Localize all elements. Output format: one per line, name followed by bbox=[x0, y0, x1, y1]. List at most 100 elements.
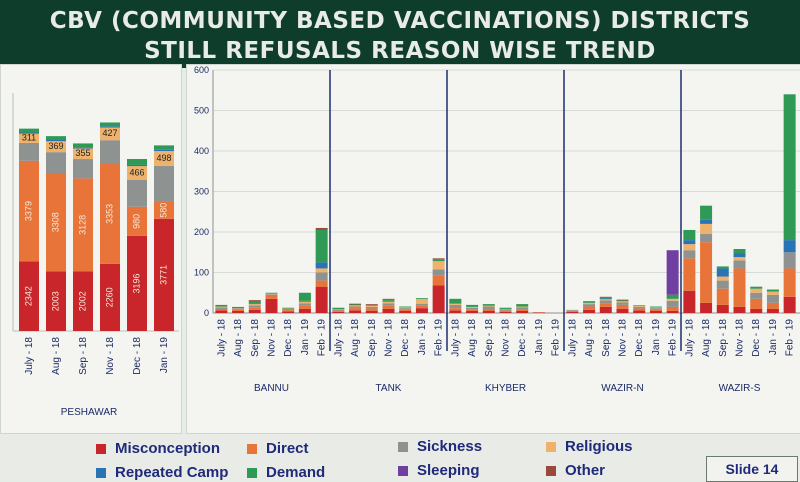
legend-item-direct: Direct bbox=[247, 440, 309, 457]
bar-segment-sickness bbox=[416, 304, 428, 306]
data-label: 498 bbox=[156, 153, 171, 163]
bar-segment-demand bbox=[516, 304, 528, 306]
data-label: 311 bbox=[22, 133, 36, 143]
bar-segment-misconception bbox=[232, 311, 244, 313]
bar-segment-direct bbox=[667, 307, 679, 311]
bar-segment-sickness bbox=[266, 294, 278, 296]
legend-swatch bbox=[247, 468, 257, 478]
bar-segment-misconception bbox=[449, 311, 461, 313]
data-label: 355 bbox=[75, 148, 90, 158]
bar-segment-sickness bbox=[332, 310, 344, 311]
bar-segment-demand bbox=[717, 266, 729, 268]
bar-segment-sickness bbox=[500, 309, 512, 310]
y-tick-label: 300 bbox=[194, 187, 209, 197]
x-tick-label: Nov - 18 bbox=[501, 319, 512, 357]
district-label: WAZIR-S bbox=[719, 383, 761, 394]
bar-segment-other bbox=[433, 258, 445, 259]
legend-label: Direct bbox=[266, 440, 309, 457]
bar-segment-direct bbox=[316, 281, 328, 287]
x-tick-label: Feb - 19 bbox=[668, 319, 679, 357]
bar-segment-misconception bbox=[399, 311, 411, 313]
bar-segment-misconception bbox=[215, 311, 227, 313]
bar-segment-misconception bbox=[483, 311, 495, 313]
bar-segment-other bbox=[583, 301, 595, 302]
bar-segment-direct bbox=[349, 308, 361, 310]
bar-segment-misconception bbox=[383, 309, 395, 313]
bar-segment-demand bbox=[583, 302, 595, 303]
bar-segment-religious bbox=[600, 299, 612, 300]
x-tick-label: Dec - 18 bbox=[634, 319, 645, 357]
x-tick-label: Aug - 18 bbox=[467, 319, 478, 357]
bar-segment-misconception bbox=[433, 285, 445, 313]
bar-segment-religious bbox=[316, 268, 328, 272]
x-tick-label: July - 18 bbox=[24, 337, 35, 375]
x-tick-label: Nov - 18 bbox=[618, 319, 629, 357]
x-tick-label: Nov - 18 bbox=[735, 319, 746, 357]
bar-segment-sickness bbox=[600, 300, 612, 303]
x-tick-label: Dec - 18 bbox=[132, 337, 143, 375]
bar-segment-religious bbox=[516, 307, 528, 308]
bar-segment-misconception bbox=[566, 312, 578, 313]
district-label: WAZIR-N bbox=[601, 383, 643, 394]
bar-segment-sickness bbox=[349, 307, 361, 309]
bar-segment-sickness bbox=[667, 301, 679, 307]
x-tick-label: July - 18 bbox=[684, 319, 695, 357]
x-tick-label: Sep - 18 bbox=[367, 319, 378, 357]
bar-segment-direct bbox=[583, 307, 595, 310]
bar-segment-demand bbox=[500, 308, 512, 309]
bar-segment-direct bbox=[232, 310, 244, 311]
bar-segment-direct bbox=[717, 289, 729, 305]
page-subtitle: STILL REFUSALS REASON WISE TREND bbox=[0, 38, 800, 64]
bar-segment-demand bbox=[215, 305, 227, 307]
x-tick-label: Nov - 18 bbox=[267, 319, 278, 357]
legend-label: Sleeping bbox=[417, 462, 480, 479]
x-tick-label: Dec - 18 bbox=[283, 319, 294, 357]
x-tick-label: Aug - 18 bbox=[701, 319, 712, 357]
bar-segment-repeated-camp bbox=[299, 301, 311, 302]
bar-segment-demand bbox=[249, 301, 261, 303]
bar-segment-direct bbox=[700, 242, 712, 303]
bar-segment-direct bbox=[383, 306, 395, 309]
bar-segment-demand bbox=[332, 308, 344, 310]
bar-segment-direct bbox=[566, 311, 578, 312]
bar-segment-direct bbox=[433, 275, 445, 285]
bar-segment-religious bbox=[583, 303, 595, 304]
bar-segment-misconception bbox=[650, 311, 662, 313]
bar-segment-direct bbox=[466, 310, 478, 311]
bar-segment-sickness bbox=[633, 307, 645, 309]
data-label: 2260 bbox=[104, 287, 114, 307]
bar-segment-religious bbox=[249, 304, 261, 305]
legend-swatch bbox=[96, 468, 106, 478]
bar-segment-sickness bbox=[282, 309, 294, 310]
bar-segment-demand bbox=[767, 290, 779, 292]
legend-swatch bbox=[546, 466, 556, 476]
district-label: KHYBER bbox=[485, 383, 526, 394]
bar-segment-sickness bbox=[583, 304, 595, 306]
bar-segment-sickness bbox=[316, 273, 328, 281]
bar-segment-religious bbox=[366, 306, 378, 307]
district-label: TANK bbox=[376, 383, 402, 394]
x-tick-label: Feb - 19 bbox=[785, 319, 796, 357]
bar-segment-direct bbox=[633, 309, 645, 311]
bar-segment-repeated-camp bbox=[683, 240, 695, 244]
x-tick-label: Sep - 18 bbox=[718, 319, 729, 357]
bar-segment-religious bbox=[734, 257, 746, 260]
data-label: 3196 bbox=[131, 273, 141, 293]
bar-segment-direct bbox=[600, 304, 612, 307]
x-tick-label: Jan - 19 bbox=[417, 319, 428, 356]
bar-segment-other bbox=[600, 297, 612, 298]
bar-segment-misconception bbox=[784, 297, 796, 313]
x-tick-label: Dec - 18 bbox=[751, 319, 762, 357]
bar-segment-direct bbox=[282, 310, 294, 311]
x-tick-label: Sep - 18 bbox=[484, 319, 495, 357]
x-tick-label: Jan - 19 bbox=[159, 337, 170, 374]
bar-segment-demand bbox=[700, 206, 712, 220]
x-tick-label: Aug - 18 bbox=[233, 319, 244, 357]
x-tick-label: Dec - 18 bbox=[400, 319, 411, 357]
data-label: 2002 bbox=[77, 291, 87, 311]
legend-item-sickness: Sickness bbox=[398, 438, 482, 455]
bar-segment-demand bbox=[349, 304, 361, 305]
legend-swatch bbox=[398, 442, 408, 452]
